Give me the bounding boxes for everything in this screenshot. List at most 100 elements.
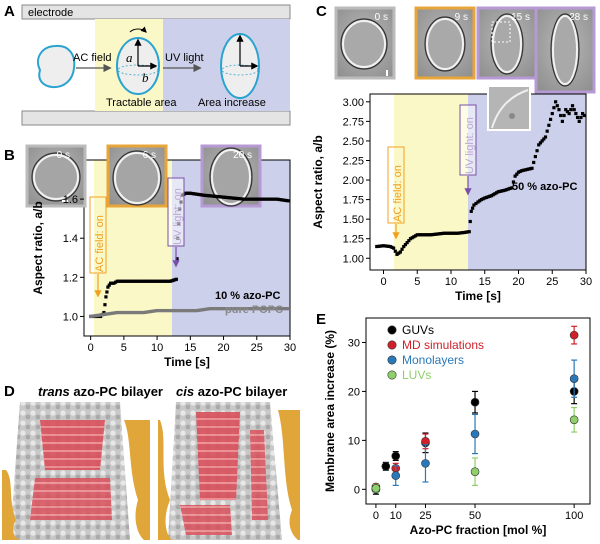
b-point-azo <box>117 279 121 283</box>
b-ytick-label: 1.6 <box>63 194 78 206</box>
axis-a-label: a <box>126 50 133 65</box>
b-ytick-label: 1.4 <box>63 233 78 245</box>
rotation-icon <box>129 26 147 33</box>
c-ytick-label: 2.00 <box>343 175 364 187</box>
b-point-popc <box>145 310 149 314</box>
b-point-azo <box>221 195 226 199</box>
c-point <box>452 231 456 235</box>
e-point-luvs <box>470 467 480 476</box>
c-time-2: 15 s <box>511 12 530 23</box>
c-point <box>510 186 514 190</box>
b-point-popc <box>138 310 143 315</box>
b-point-azo <box>110 281 114 285</box>
b-point-azo <box>238 197 242 201</box>
b-point-popc <box>278 307 282 311</box>
c-ytick-label: 1.25 <box>343 234 364 246</box>
b-point-azo <box>112 281 116 285</box>
b-point-azo <box>106 285 110 289</box>
b-point-azo <box>241 197 246 201</box>
b-point-azo <box>158 279 163 283</box>
b-point-popc <box>215 307 219 311</box>
panel-d-label: D <box>4 383 15 400</box>
c-point <box>435 232 440 236</box>
chart-c: 0 5 10 15 20 25 30 1.00 1.25 1.50 1.75 2.00 2.25 2.50… <box>311 97 592 303</box>
b-point-azo <box>108 281 113 285</box>
b-point-azo <box>270 197 274 201</box>
b-point-popc <box>206 307 211 311</box>
b-point-azo <box>148 279 153 283</box>
b-point-azo <box>220 195 224 199</box>
c-point <box>530 166 534 170</box>
c-point <box>474 201 478 206</box>
b-point-popc <box>225 307 229 311</box>
c-point <box>398 250 402 254</box>
b-point-azo <box>115 279 119 283</box>
b-point-azo <box>150 279 154 283</box>
area-increase-label: Area increase <box>198 97 266 109</box>
c-micrograph-3: 28 s <box>534 6 596 94</box>
c-point <box>432 232 436 237</box>
b-point-azo <box>275 197 279 201</box>
c-point <box>381 244 386 248</box>
b-point-popc <box>173 308 177 313</box>
axis-b-label: b <box>142 70 149 85</box>
c-point <box>402 244 406 249</box>
b-point-azo <box>155 279 159 283</box>
b-point-azo <box>202 193 206 197</box>
b-point-azo <box>198 193 202 197</box>
b-point-azo <box>273 197 277 201</box>
b-point-azo <box>165 279 169 283</box>
b-point-popc <box>221 307 226 311</box>
c-point <box>493 192 497 196</box>
c-ytick-label: 1.00 <box>343 253 364 265</box>
b-point-azo <box>248 197 252 201</box>
b-xtick-label: 0 <box>88 342 94 354</box>
c-xtick-label: 5 <box>414 276 420 288</box>
c-point <box>506 187 510 191</box>
c-point <box>505 188 509 192</box>
b-point-azo <box>285 198 289 203</box>
b-uv-annotation: UV light: on <box>167 177 185 268</box>
b-point-azo <box>223 195 227 199</box>
c-point <box>447 231 451 235</box>
b-point-azo <box>188 191 192 195</box>
b-point-azo <box>260 197 264 201</box>
b-point-popc <box>107 312 111 316</box>
b-point-popc <box>235 307 239 311</box>
c-point <box>574 111 578 116</box>
c-point <box>481 197 485 201</box>
c-xtick-label: 25 <box>546 276 558 288</box>
b-point-azo <box>245 197 249 201</box>
b-point-popc <box>102 312 106 317</box>
b-point-popc <box>178 308 182 313</box>
c-point <box>521 168 526 172</box>
c-point <box>579 115 583 120</box>
b-xtick-label: 30 <box>284 342 296 354</box>
b-point-popc <box>231 307 236 311</box>
b-point-azo <box>200 193 204 197</box>
b-point-azo <box>113 280 118 284</box>
c-point <box>479 198 483 202</box>
b-point-azo <box>133 279 138 283</box>
c-point <box>537 143 541 147</box>
b-point-popc <box>185 308 189 313</box>
c-ytick-label: 1.50 <box>343 214 364 226</box>
b-point-popc <box>236 307 241 311</box>
b-point-azo <box>265 197 269 201</box>
panel-d: D trans azo-PC bilayer cis azo-PC bilaye… <box>2 383 300 540</box>
b-point-azo <box>278 198 282 202</box>
b-point-popc <box>95 313 99 318</box>
c-point <box>528 167 532 171</box>
b-point-azo <box>266 197 271 201</box>
b-point-azo <box>233 196 237 200</box>
c-ytick-label: 1.75 <box>343 195 364 207</box>
b-point-popc <box>220 307 224 311</box>
b-point-azo <box>175 257 179 261</box>
b-point-popc <box>190 308 194 313</box>
b-point-azo <box>143 279 148 283</box>
e-ytick-label: 0 <box>354 484 360 496</box>
b-point-azo <box>281 198 285 202</box>
c-point <box>429 233 433 237</box>
c-point <box>538 141 543 145</box>
b-series-label-azo: 10 % azo-PC <box>215 290 280 302</box>
